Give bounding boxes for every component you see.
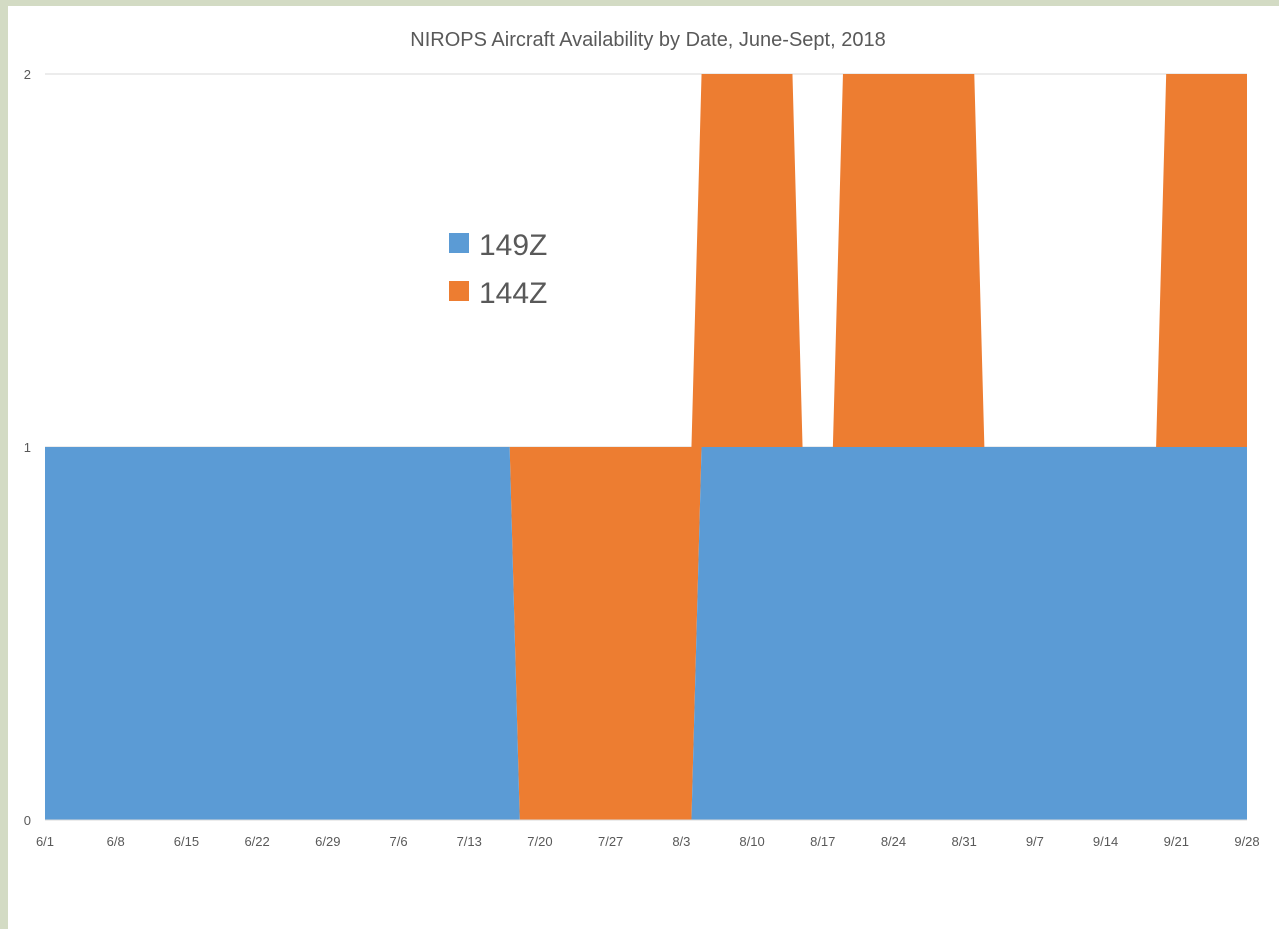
x-tick-label: 7/27 bbox=[598, 834, 623, 849]
y-tick-label: 1 bbox=[24, 440, 31, 455]
x-tick-label: 8/24 bbox=[881, 834, 906, 849]
y-axis-ticks: 0 1 2 bbox=[24, 67, 31, 828]
legend-label: 144Z bbox=[479, 277, 547, 310]
x-tick-label: 6/15 bbox=[174, 834, 199, 849]
x-tick-label: 8/10 bbox=[739, 834, 764, 849]
plot-areas bbox=[45, 74, 1247, 820]
x-tick-label: 7/6 bbox=[389, 834, 407, 849]
chart-frame: NIROPS Aircraft Availability by Date, Ju… bbox=[8, 6, 1279, 929]
x-tick-label: 7/20 bbox=[527, 834, 552, 849]
x-tick-label: 9/14 bbox=[1093, 834, 1118, 849]
x-axis-ticks: 6/1 6/8 6/15 6/22 6/29 7/6 7/13 7/20 7/27 8/3 8/10… bbox=[36, 819, 1260, 849]
x-tick-label: 6/8 bbox=[107, 834, 125, 849]
x-tick-label: 7/13 bbox=[457, 834, 482, 849]
x-tick-label: 9/21 bbox=[1164, 834, 1189, 849]
legend-label: 149Z bbox=[479, 229, 547, 262]
x-tick-label: 8/31 bbox=[952, 834, 977, 849]
x-tick-label: 6/22 bbox=[244, 834, 269, 849]
area-series-144z bbox=[45, 74, 1247, 820]
legend: 149Z 144Z bbox=[449, 229, 547, 310]
chart-title: NIROPS Aircraft Availability by Date, Ju… bbox=[410, 29, 885, 51]
area-series-149z bbox=[45, 447, 1247, 820]
x-tick-label: 8/17 bbox=[810, 834, 835, 849]
x-tick-label: 9/28 bbox=[1234, 834, 1259, 849]
legend-swatch bbox=[449, 233, 469, 253]
y-tick-label: 0 bbox=[24, 813, 31, 828]
x-tick-label: 6/29 bbox=[315, 834, 340, 849]
x-tick-label: 6/1 bbox=[36, 834, 54, 849]
x-tick-label: 8/3 bbox=[672, 834, 690, 849]
x-tick-label: 9/7 bbox=[1026, 834, 1044, 849]
legend-swatch bbox=[449, 281, 469, 301]
y-tick-label: 2 bbox=[24, 67, 31, 82]
area-chart: NIROPS Aircraft Availability by Date, Ju… bbox=[24, 29, 1260, 849]
